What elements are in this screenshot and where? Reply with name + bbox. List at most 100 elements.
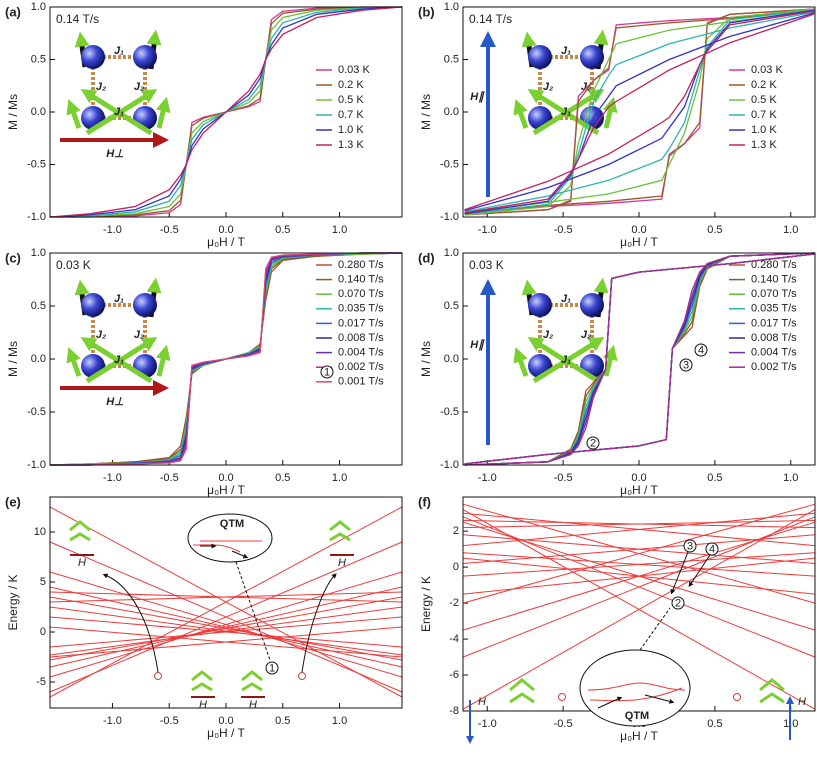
marker-circle <box>679 358 693 372</box>
legend-label: 0.017 T/s <box>751 317 797 329</box>
data-line <box>49 506 403 698</box>
legend-label: 1.3 K <box>751 139 777 151</box>
legend-label: 0.7 K <box>751 109 777 121</box>
data-line <box>49 606 403 656</box>
x-tick-label: -0.5 <box>160 224 179 236</box>
legend-label: 0.7 K <box>338 109 364 121</box>
y-axis-label: M / Ms <box>419 341 433 377</box>
exchange-label: J₁ <box>561 106 571 118</box>
y-tick-label: -1.0 <box>440 211 459 223</box>
legend-label: 0.140 T/s <box>338 274 384 286</box>
marker-circle <box>683 539 697 553</box>
legend-label: 0.070 T/s <box>751 288 797 300</box>
spin-arrow <box>513 98 529 129</box>
mini-spins <box>509 678 535 704</box>
y-axis-label: M / Ms <box>6 341 20 377</box>
exchange-label: J₁ <box>561 293 571 305</box>
x-tick-label: 1.0 <box>783 224 798 236</box>
y-tick-label: 1.0 <box>31 1 46 13</box>
data-line <box>49 626 403 658</box>
legend-label: 0.280 T/s <box>338 259 384 271</box>
legend-label: 0.2 K <box>338 79 364 91</box>
legend-label: 0.004 T/s <box>338 347 384 359</box>
x-tick-label: 0.0 <box>631 472 646 484</box>
ion-sphere <box>580 293 604 317</box>
spin-arrow <box>155 96 171 129</box>
x-tick-label: 0.5 <box>275 472 290 484</box>
exchange-label: J₁ <box>114 45 124 57</box>
y-tick-label: 2 <box>453 525 459 537</box>
field-label: H <box>78 557 86 569</box>
qtm-zoom <box>579 649 691 727</box>
exchange-label: J₁ <box>114 293 124 305</box>
x-tick-label: -1.0 <box>103 715 122 727</box>
exchange-label: J₂ <box>134 81 144 93</box>
mini-spins <box>329 520 351 542</box>
annotation: 0.03 K <box>56 258 91 272</box>
legend-label: 0.140 T/s <box>751 274 797 286</box>
spin-arrow <box>80 337 153 384</box>
field-label: H <box>249 699 257 711</box>
qtm-curve <box>192 540 262 553</box>
y-tick-label: -1.0 <box>27 459 46 471</box>
y-axis-label: M / Ms <box>6 94 20 130</box>
spin-arrow <box>602 344 618 377</box>
qtm-arrow <box>597 696 623 709</box>
x-tick-label: -1.0 <box>103 472 122 484</box>
marker-label: 3 <box>683 359 689 371</box>
state-dot <box>558 693 566 701</box>
data-line <box>49 6 403 218</box>
field-label: H <box>199 699 207 711</box>
data-line <box>49 616 403 648</box>
legend-label: 0.002 T/s <box>338 361 384 373</box>
data-line <box>462 552 816 577</box>
y-tick-label: -8 <box>449 705 459 717</box>
y-tick-label: -1.0 <box>440 459 459 471</box>
data-line <box>464 10 815 214</box>
x-tick-label: 0.5 <box>275 224 290 236</box>
x-tick-label: 0.0 <box>218 472 233 484</box>
marker-circle <box>694 343 708 357</box>
field-label: H <box>798 696 806 708</box>
x-tick-label: 1.0 <box>332 224 347 236</box>
y-tick-label: -6 <box>449 669 459 681</box>
y-tick-label: -0.5 <box>27 406 46 418</box>
data-line <box>462 509 816 710</box>
y-tick-label: 5 <box>40 576 46 588</box>
marker-arrow <box>688 554 711 588</box>
transition-arrow <box>301 573 337 673</box>
panel-label: (a) <box>5 4 21 19</box>
inset-illustration: J₁ J₂ J₂ J₁ H∥ <box>470 29 618 197</box>
y-tick-label: 0.5 <box>444 53 459 65</box>
y-tick-label: -1.0 <box>27 211 46 223</box>
marker-label: 3 <box>687 540 693 552</box>
exchange-label: J₁ <box>561 354 571 366</box>
legend-label: 0.001 T/s <box>338 376 384 388</box>
field-label: H <box>338 557 346 569</box>
data-line <box>49 571 403 678</box>
plot-frame <box>462 6 816 218</box>
y-tick-label: 1.0 <box>444 247 459 259</box>
panel-label: (e) <box>5 494 21 509</box>
marker-circle <box>265 661 279 675</box>
data-line <box>462 557 816 595</box>
y-tick-label: 0.5 <box>31 53 46 65</box>
marker-circle <box>586 436 600 450</box>
x-tick-label: -1.0 <box>478 718 497 730</box>
data-line <box>49 541 403 693</box>
x-axis-label: μ₀H / T <box>207 726 245 740</box>
data-line <box>462 512 816 547</box>
exchange-label: J₂ <box>543 329 553 341</box>
exchange-label: J₁ <box>561 45 571 57</box>
mini-spins <box>759 678 785 704</box>
x-tick-label: 1.0 <box>332 472 347 484</box>
panel-label: (f) <box>418 494 431 509</box>
annotation: 0.14 T/s <box>56 12 99 26</box>
x-axis-label: μ₀H / T <box>207 483 245 497</box>
legend-label: 0.5 K <box>751 94 777 106</box>
annotation: 0.03 K <box>469 258 504 272</box>
data-line <box>49 591 403 603</box>
legend-label: 0.03 K <box>338 64 370 76</box>
field-label: H⊥ <box>106 148 124 160</box>
